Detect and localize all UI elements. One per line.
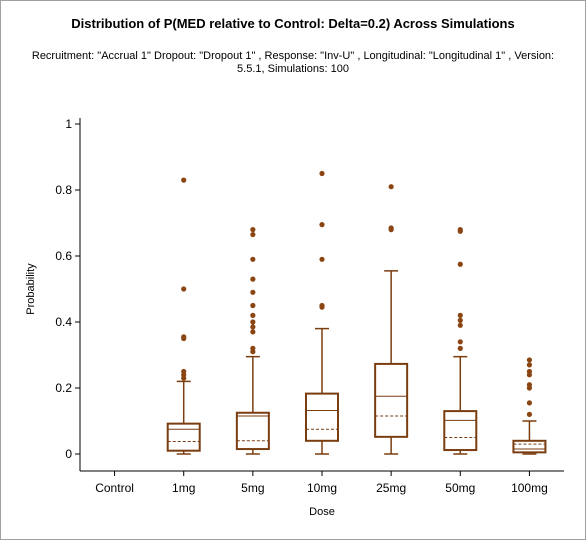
iqr-box — [305, 392, 339, 442]
x-axis-label: Dose — [309, 506, 335, 518]
outlier-point — [457, 339, 463, 345]
outlier-point — [319, 170, 325, 177]
outlier-point — [250, 329, 256, 335]
box-1mg — [166, 177, 201, 455]
y-axis-label: Probability — [25, 263, 37, 315]
x-tick-label: 1mg — [172, 481, 195, 495]
x-tick-label: 5mg — [241, 481, 264, 495]
box-5mg — [235, 227, 270, 455]
outlier-point — [250, 231, 256, 238]
y-tick-label: 0.4 — [55, 315, 72, 329]
box-25mg — [374, 184, 409, 455]
outlier-point — [457, 312, 463, 318]
iqr-box — [166, 422, 201, 452]
outlier-point — [250, 227, 256, 233]
box-100mg — [512, 357, 547, 455]
chart-subtitle: Recruitment: "Accrual 1" Dropout: "Dropo… — [31, 50, 555, 75]
outlier-point — [457, 345, 463, 351]
y-tick-label: 0.8 — [55, 183, 72, 197]
y-tick-label: 0.6 — [55, 249, 72, 263]
outlier-point — [457, 322, 463, 328]
outlier-point — [319, 302, 325, 309]
outlier-point — [250, 256, 256, 262]
outlier-point — [250, 324, 256, 330]
outlier-point — [388, 225, 394, 231]
box-10mg — [305, 170, 339, 455]
outlier-point — [250, 345, 256, 351]
outlier-point — [457, 317, 463, 323]
y-tick-label: 0.2 — [55, 381, 72, 395]
x-tick-label: 25mg — [376, 481, 406, 495]
iqr-box — [443, 410, 478, 452]
outlier-point — [457, 227, 463, 233]
box-50mg — [443, 227, 478, 455]
outlier-point — [526, 368, 533, 375]
box-series — [166, 170, 547, 455]
x-tick-label: 100mg — [511, 481, 548, 495]
chart-title: Distribution of P(MED relative to Contro… — [71, 16, 515, 31]
outlier-point — [319, 222, 325, 228]
outlier-point — [526, 357, 533, 363]
outlier-point — [526, 400, 533, 406]
outlier-point — [250, 302, 256, 309]
outlier-point — [250, 312, 256, 318]
iqr-box — [235, 411, 270, 451]
x-tick-label: 10mg — [307, 481, 337, 495]
outlier-point — [181, 177, 187, 183]
outlier-point — [388, 184, 394, 190]
y-tick-label: 1 — [65, 117, 72, 131]
outlier-point — [181, 368, 187, 375]
outlier-point — [181, 334, 187, 340]
outlier-point — [526, 411, 533, 417]
outlier-point — [181, 286, 187, 292]
outlier-point — [457, 261, 463, 267]
iqr-box — [374, 362, 409, 438]
outlier-point — [250, 289, 256, 295]
outlier-point — [319, 256, 325, 262]
outlier-point — [526, 382, 533, 388]
outlier-point — [526, 362, 533, 368]
iqr-box — [512, 439, 547, 454]
outlier-point — [250, 276, 256, 282]
axes: 0 0.2 0.4 0.6 0.8 1 Control 1mg 5mg 10mg 25mg 50mg 1… — [55, 117, 564, 495]
x-tick-label: Control — [95, 481, 134, 495]
outlier-point — [250, 319, 256, 325]
x-tick-label: 50mg — [445, 481, 475, 495]
y-tick-label: 0 — [65, 447, 72, 461]
